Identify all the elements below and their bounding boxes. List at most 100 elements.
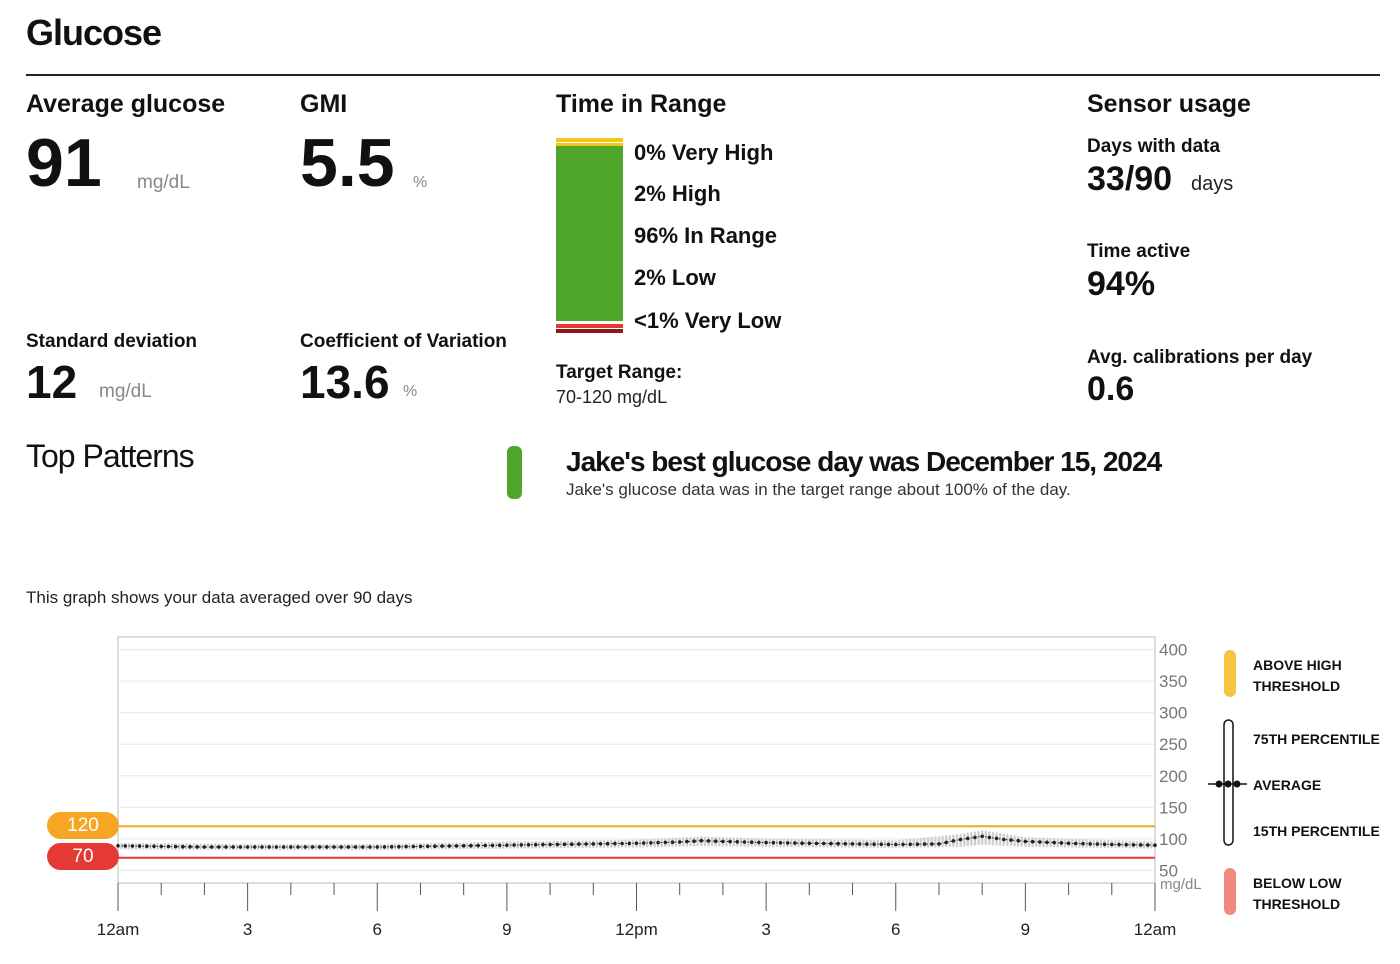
time-active-value: 94% [1087, 265, 1156, 303]
tir-very-low-segment [556, 329, 623, 333]
days-with-data-label: Days with data [1087, 136, 1221, 157]
y-tick-label-350: 350 [1159, 672, 1187, 691]
y-tick-label-150: 150 [1159, 798, 1187, 817]
average-point [217, 845, 221, 849]
average-point [987, 835, 992, 840]
average-point [317, 845, 322, 849]
top-patterns-title: Top Patterns [26, 438, 195, 474]
target-range-label: Target Range: [556, 362, 683, 383]
average-point [591, 842, 596, 846]
x-tick-label-6: 6 [891, 920, 900, 939]
gmi-value: 5.5 [300, 125, 395, 201]
gmi-unit: % [413, 174, 428, 191]
average-point [1016, 838, 1020, 843]
legend-below-low-line2: THRESHOLD [1253, 896, 1341, 912]
average-point [425, 844, 430, 849]
average-point [368, 845, 372, 849]
average-point [245, 845, 250, 849]
chart-percentile-band [116, 830, 1157, 851]
tir-very-low-label: <1% Very Low [634, 308, 782, 333]
average-point [677, 840, 682, 844]
average-point [757, 840, 761, 845]
y-axis-unit-label: mg/dL [1160, 876, 1202, 893]
average-point [325, 845, 329, 849]
average-point [289, 845, 293, 849]
average-point [1110, 842, 1114, 847]
average-point [505, 843, 509, 847]
avg-glucose-unit: mg/dL [137, 172, 190, 193]
average-point [749, 840, 754, 844]
average-point [137, 844, 142, 848]
std-dev-label: Standard deviation [26, 331, 198, 352]
average-point [548, 842, 552, 847]
average-point [951, 839, 956, 843]
average-point [332, 845, 336, 849]
average-point [1030, 839, 1035, 844]
tir-very-high-label: 0% Very High [634, 140, 774, 165]
average-point [627, 841, 632, 846]
average-point [879, 842, 884, 847]
tir-stacked-bar [556, 138, 623, 333]
average-point [764, 840, 768, 845]
x-tick-label-4: 12pm [615, 920, 658, 939]
time-active-label: Time active [1087, 241, 1191, 262]
days-unit: days [1191, 173, 1234, 195]
y-tick-label-50: 50 [1159, 861, 1178, 880]
average-point [454, 844, 459, 848]
y-tick-label-300: 300 [1159, 704, 1187, 723]
x-axis-ticks: 12am 3 6 9 12pm 3 6 9 12am [97, 883, 1176, 939]
average-point [620, 841, 624, 846]
average-point [649, 841, 653, 845]
average-point [692, 839, 696, 843]
avg-glucose-value: 91 [26, 125, 102, 201]
average-point [735, 840, 740, 844]
average-point [209, 845, 214, 849]
legend-below-low-line1: BELOW LOW [1253, 875, 1342, 891]
average-point [901, 842, 905, 847]
average-point [778, 841, 783, 845]
average-point [1146, 843, 1150, 847]
average-point [274, 845, 279, 849]
average-point [339, 845, 344, 849]
average-point [685, 839, 689, 844]
average-point [526, 843, 531, 847]
average-point [944, 840, 948, 845]
average-point [260, 845, 264, 849]
legend-average: AVERAGE [1253, 777, 1322, 793]
average-series [116, 834, 1157, 849]
average-point [202, 845, 207, 849]
average-point [584, 842, 588, 846]
average-point [670, 840, 675, 844]
average-point [577, 842, 581, 846]
tir-low-segment [556, 324, 623, 328]
average-point [1038, 840, 1042, 844]
average-point [541, 842, 545, 847]
x-tick-label-3: 9 [502, 920, 511, 939]
average-point [1117, 842, 1121, 847]
average-point [1066, 841, 1071, 846]
average-point [634, 841, 639, 846]
average-point [771, 840, 776, 845]
y-tick-label-400: 400 [1159, 641, 1187, 660]
average-point [469, 843, 473, 848]
average-point [922, 842, 927, 846]
average-point [857, 842, 862, 846]
average-point [411, 844, 416, 849]
average-point [1023, 839, 1028, 844]
average-point [814, 841, 819, 846]
average-point [1138, 843, 1143, 847]
average-point [346, 845, 351, 849]
average-point [1124, 842, 1128, 847]
average-point [181, 844, 185, 849]
average-point [569, 842, 574, 846]
average-point [310, 845, 315, 849]
average-point [663, 840, 668, 845]
page-title: Glucose [26, 12, 162, 53]
average-point [130, 844, 135, 848]
tir-in-range-segment [556, 146, 623, 321]
average-point [195, 845, 199, 849]
average-point [1059, 841, 1064, 845]
average-point [519, 843, 524, 847]
average-point [1081, 841, 1085, 846]
average-point [188, 845, 192, 849]
